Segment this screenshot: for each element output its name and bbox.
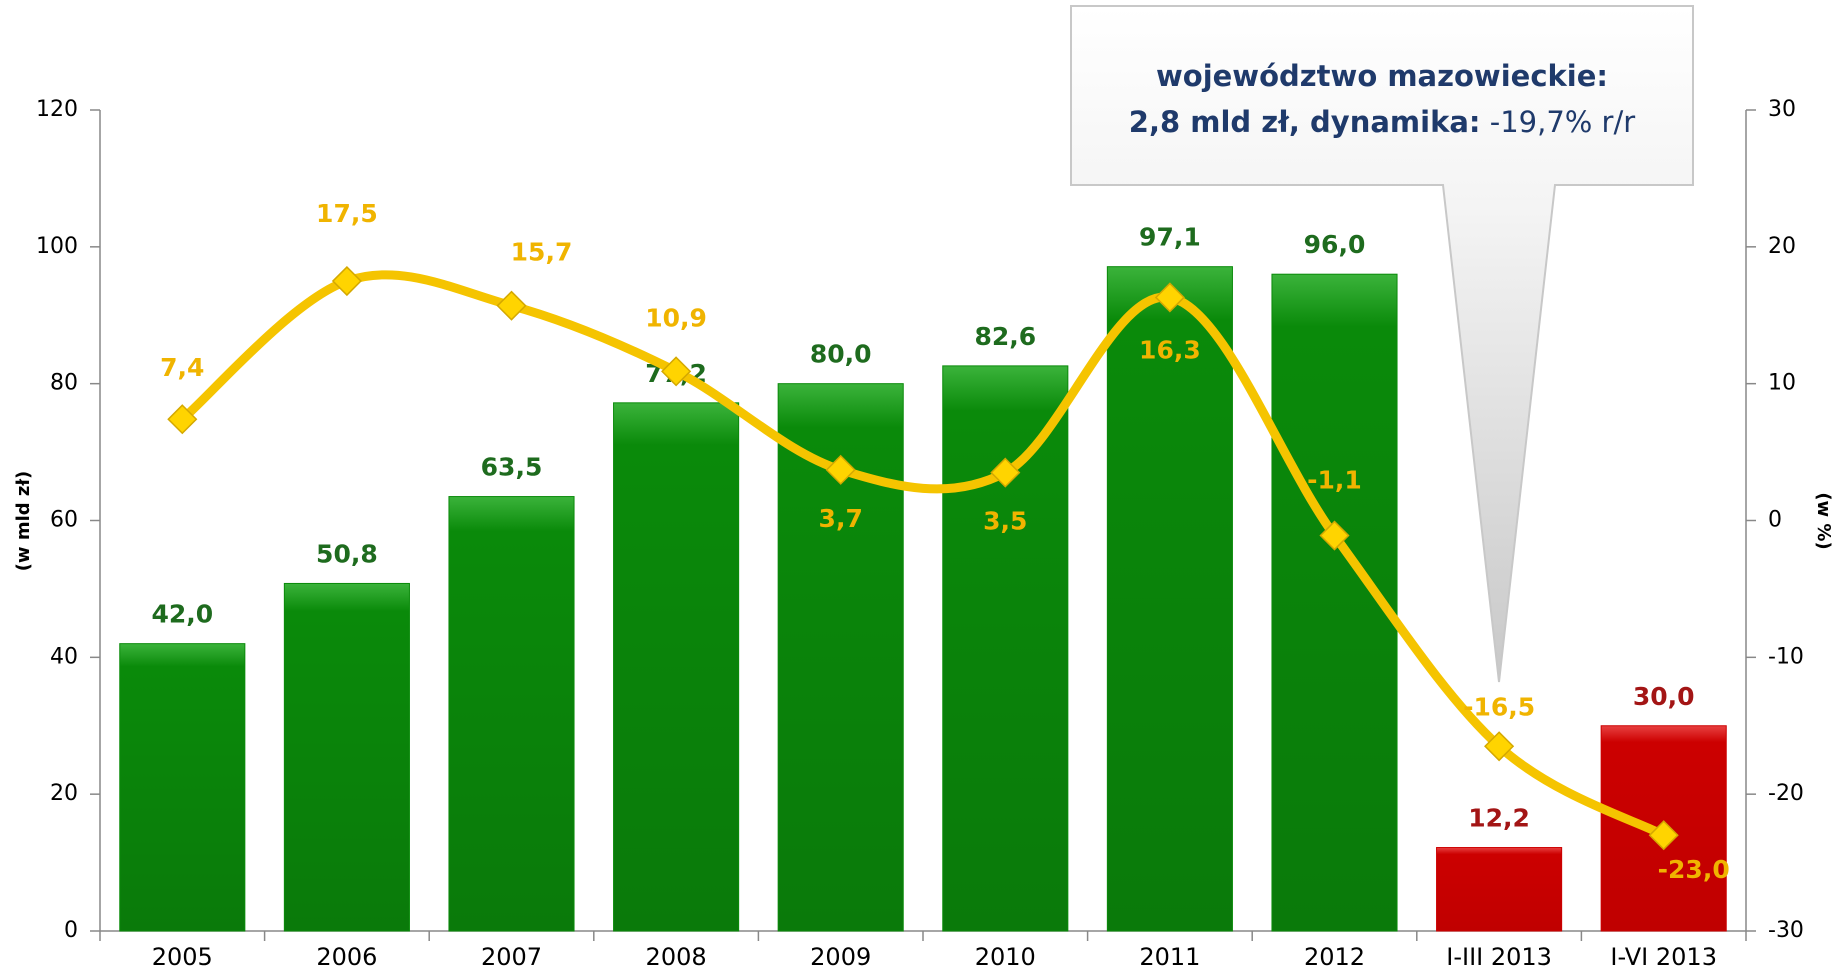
y2-axis-label: (w %): [1813, 492, 1834, 549]
callout-normal: -19,7% r/r: [1490, 105, 1636, 139]
line-value-label: 10,9: [645, 303, 707, 332]
bar-value-label: 30,0: [1633, 682, 1695, 711]
bar: [1271, 273, 1398, 932]
line-marker: [1648, 820, 1679, 851]
callout-line-2: 2,8 mld zł, dynamika: -19,7% r/r: [1129, 105, 1635, 139]
line-marker: [496, 290, 527, 321]
x-tick-label: 2005: [152, 943, 213, 971]
line-value-label: 16,3: [1139, 335, 1201, 364]
x-tick-label: I-VI 2013: [1610, 943, 1717, 971]
y2-tick-label: 20: [1768, 234, 1796, 259]
x-tick-label: 2006: [316, 943, 377, 971]
bar: [1106, 266, 1233, 932]
line-marker: [990, 457, 1021, 488]
y-tick-label: 60: [50, 508, 78, 533]
y-tick-label: 20: [50, 781, 78, 806]
line-value-label: 7,4: [160, 353, 204, 382]
y-tick-label: 80: [50, 371, 78, 396]
line-marker: [661, 356, 692, 387]
line: [177, 270, 1669, 840]
bar-value-label: 42,0: [151, 600, 213, 629]
bar: [1436, 847, 1563, 932]
x-tick-label: 2008: [646, 943, 707, 971]
line-marker: [1319, 520, 1350, 551]
line-value-label: -1,1: [1307, 466, 1362, 495]
bar-value-label: 80,0: [810, 340, 872, 369]
y-tick-label: 100: [36, 234, 78, 259]
callout: [1070, 5, 1694, 683]
bar-value-label: 96,0: [1304, 230, 1366, 259]
line-marker: [167, 404, 198, 435]
x-tick-label: 2011: [1139, 943, 1200, 971]
bar: [448, 496, 575, 932]
y2-tick-label: 30: [1768, 97, 1796, 122]
line-marker: [1484, 731, 1515, 762]
bar: [119, 643, 246, 932]
x-tick-label: 2009: [810, 943, 871, 971]
line-value-label: -23,0: [1658, 855, 1730, 884]
line-marker: [331, 265, 362, 297]
bar-value-label: 50,8: [316, 539, 378, 568]
y2-tick-label: -20: [1768, 781, 1804, 806]
line-value-label: -16,5: [1463, 692, 1535, 721]
y-tick-label: 40: [50, 644, 78, 669]
x-tick-label: 2010: [975, 943, 1036, 971]
x-tick-label: I-III 2013: [1446, 943, 1552, 971]
callout-line-1: województwo mazowieckie:: [1156, 59, 1608, 93]
line-value-label: 3,5: [983, 507, 1027, 536]
line-value-label: 3,7: [819, 504, 863, 533]
y2-tick-label: -30: [1768, 918, 1804, 943]
y-tick-label: 120: [36, 97, 78, 122]
line-value-label: 15,7: [511, 238, 573, 267]
bar-value-label: 97,1: [1139, 223, 1201, 252]
x-tick-label: 2007: [481, 943, 542, 971]
bar-value-label: 82,6: [974, 322, 1036, 351]
y-axis-label: (w mld zł): [13, 471, 34, 572]
bar: [942, 365, 1069, 932]
y2-tick-label: -10: [1768, 644, 1804, 669]
y2-tick-label: 10: [1768, 371, 1796, 396]
bar: [283, 582, 410, 932]
callout-bold: 2,8 mld zł, dynamika:: [1129, 105, 1481, 139]
x-tick-label: 2012: [1304, 943, 1365, 971]
bar-value-label: 63,5: [481, 453, 543, 482]
bar-value-label: 12,2: [1468, 804, 1530, 833]
line-value-label: 17,5: [316, 199, 378, 228]
bar: [613, 402, 740, 932]
line-marker: [1154, 282, 1185, 313]
line-marker: [825, 454, 856, 485]
y2-tick-label: 0: [1768, 508, 1782, 533]
y-tick-label: 0: [64, 918, 78, 943]
